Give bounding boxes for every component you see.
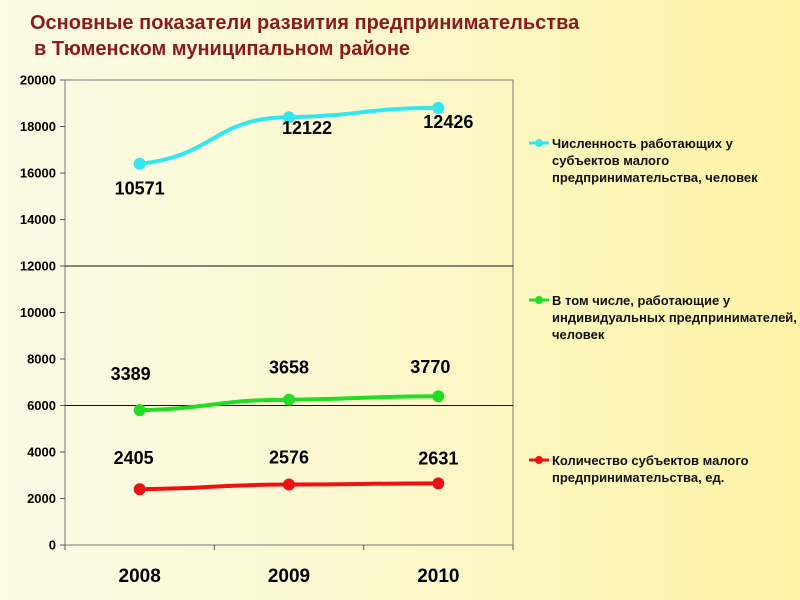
- chart-title: Основные показатели развития предпринима…: [30, 10, 579, 62]
- data-label-individual-entrepreneurs-2008: 3389: [111, 364, 151, 384]
- data-point-small-business-count-2010: [432, 477, 445, 490]
- legend-label-employees: Численность работающих у субъектов малог…: [552, 136, 758, 185]
- x-tick-label-2009: 2009: [268, 566, 310, 587]
- legend-item-employees: Численность работающих у субъектов малог…: [528, 135, 800, 186]
- series-group: [133, 101, 445, 496]
- data-point-small-business-count-2008: [133, 483, 146, 496]
- legend-label-small-business-count: Количество субъектов малого предпринимат…: [552, 453, 749, 485]
- data-point-individual-entrepreneurs-2010: [432, 390, 445, 403]
- legend-label-individual-entrepreneurs: В том числе, работающие у индивидуальных…: [552, 293, 797, 342]
- y-tick-label-18000: 18000: [20, 119, 56, 134]
- legend-item-individual-entrepreneurs: В том числе, работающие у индивидуальных…: [528, 292, 800, 343]
- data-label-employees-2009: 12122: [282, 118, 332, 138]
- data-label-employees-2010: 12426: [423, 112, 473, 132]
- chart-title-line-1: Основные показатели развития предпринима…: [30, 12, 580, 34]
- data-point-employees-2009: [283, 111, 295, 124]
- gridlines: [65, 265, 513, 406]
- data-point-individual-entrepreneurs-2008: [133, 404, 146, 417]
- y-tick-label-8000: 8000: [27, 352, 56, 367]
- legend-item-small-business-count: Количество субъектов малого предпринимат…: [528, 452, 800, 486]
- data-label-individual-entrepreneurs-2009: 3658: [269, 358, 309, 378]
- data-label-individual-entrepreneurs-2010: 3770: [410, 357, 450, 377]
- y-tick-label-14000: 14000: [20, 212, 56, 227]
- y-tick-label-6000: 6000: [27, 398, 56, 413]
- legend-marker-small-business-count: [529, 456, 549, 464]
- y-tick-label-2000: 2000: [27, 491, 56, 506]
- y-tick-label-10000: 10000: [20, 305, 56, 320]
- data-label-small-business-count-2010: 2631: [418, 448, 458, 468]
- y-tick-label-12000: 12000: [20, 259, 56, 274]
- legend-marker-employees: [529, 139, 549, 147]
- data-label-small-business-count-2009: 2576: [269, 448, 309, 468]
- data-point-individual-entrepreneurs-2009: [283, 393, 295, 406]
- y-tick-label-20000: 20000: [20, 73, 56, 88]
- data-point-employees-2008: [133, 157, 146, 170]
- x-tick-label-2010: 2010: [417, 566, 459, 587]
- y-tick-label-0: 0: [49, 538, 56, 553]
- y-axis: 0 2000 4000 6000 8000 10000 12000 14000 16000 180…: [20, 73, 65, 553]
- data-label-small-business-count-2008: 2405: [114, 448, 154, 468]
- legend-marker-individual-entrepreneurs: [529, 296, 549, 304]
- x-tick-label-2008: 2008: [119, 566, 161, 587]
- chart-title-line-2: в Тюменском муниципальном районе: [34, 38, 411, 60]
- data-label-employees-2008: 10571: [115, 179, 165, 199]
- data-point-employees-2010: [432, 101, 445, 114]
- plot-area: [64, 79, 514, 546]
- y-tick-label-4000: 4000: [27, 445, 56, 460]
- data-point-small-business-count-2009: [283, 478, 295, 491]
- x-axis: 2008 2009 2010: [64, 545, 514, 587]
- data-labels: 10571 12122 12426 3389 3658 3770 2405 2576 2631: [111, 112, 474, 468]
- y-tick-label-16000: 16000: [20, 166, 56, 181]
